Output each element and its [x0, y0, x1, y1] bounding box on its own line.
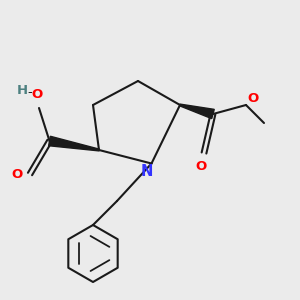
Polygon shape [180, 104, 214, 118]
Text: O: O [11, 167, 22, 181]
Text: O: O [32, 88, 43, 101]
Polygon shape [49, 136, 99, 151]
Text: -: - [28, 86, 32, 99]
Text: O: O [248, 92, 259, 106]
Text: H: H [17, 83, 28, 97]
Text: N: N [141, 164, 153, 178]
Text: O: O [195, 160, 207, 173]
